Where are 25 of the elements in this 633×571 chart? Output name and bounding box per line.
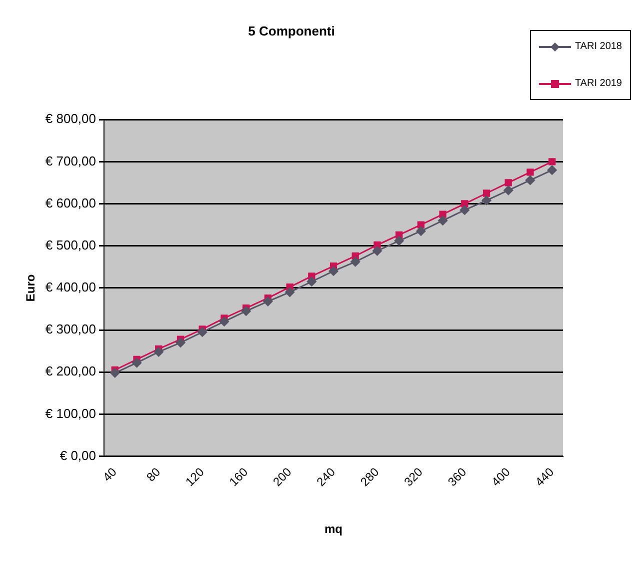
- x-tick-label: 80: [144, 464, 164, 484]
- x-tick-label: 200: [270, 464, 294, 489]
- x-tick-label: 320: [401, 464, 426, 489]
- y-tick-label: € 0,00: [60, 448, 96, 463]
- x-tick-label: 280: [358, 464, 382, 489]
- chart-title: 5 Componenti: [248, 23, 335, 38]
- y-tick-label: € 400,00: [45, 280, 96, 295]
- x-tick-label: 440: [532, 464, 557, 489]
- y-tick-label: € 300,00: [45, 322, 96, 337]
- legend-label: TARI 2018: [574, 41, 622, 52]
- y-tick-label: € 500,00: [45, 237, 96, 252]
- y-tick-label: € 100,00: [45, 406, 96, 421]
- legend-label: TARI 2019: [574, 78, 622, 89]
- x-tick-label: 120: [182, 464, 208, 489]
- y-tick-label: € 700,00: [45, 153, 96, 168]
- y-axis-title: Euro: [24, 274, 38, 302]
- x-tick-label: 360: [445, 464, 470, 489]
- x-tick-label: 400: [488, 464, 514, 489]
- y-tick-label: € 600,00: [45, 195, 96, 210]
- x-tick-label: 240: [314, 464, 338, 489]
- x-axis-title: mq: [324, 522, 342, 536]
- x-tick-label: 40: [100, 464, 120, 484]
- y-tick-label: € 800,00: [45, 111, 96, 126]
- x-tick-label: 160: [226, 464, 251, 489]
- y-tick-label: € 200,00: [45, 364, 96, 379]
